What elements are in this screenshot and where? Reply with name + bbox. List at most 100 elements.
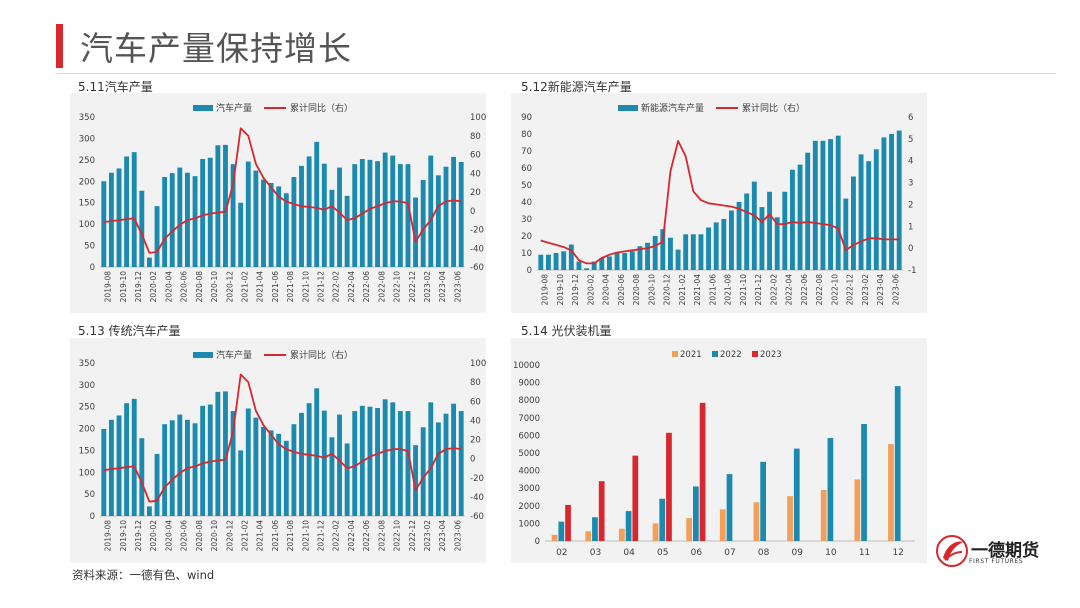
x-tick-label: 10: [825, 548, 837, 558]
bar: [291, 424, 297, 516]
legend-label-line: 累计同比（右）: [742, 102, 805, 114]
bar-2021: [888, 444, 894, 541]
bar: [545, 254, 551, 270]
bar: [405, 411, 411, 516]
bar: [820, 140, 826, 270]
x-tick-label: 2022-12: [846, 274, 855, 306]
chart-panel-auto: 0 50 100 150 200 250 300 350 -60 -40 -20 0 20 40 60 80 1…: [70, 93, 486, 313]
bar-2023: [699, 402, 706, 541]
bar: [896, 130, 902, 270]
bar: [713, 222, 719, 270]
legend-swatch-2021: [672, 351, 678, 357]
bar: [767, 191, 773, 270]
bar: [584, 268, 590, 270]
x-tick-label: 2023-04: [876, 274, 885, 306]
y-right-tick-label: 3: [908, 179, 913, 189]
bar: [606, 256, 612, 270]
x-tick-label: 2021-06: [271, 520, 280, 552]
y-right-tick-label: 60: [470, 397, 481, 407]
x-tick-label: 2019-08: [104, 520, 113, 552]
bar: [675, 249, 681, 270]
y-left-tick-label: 300: [79, 134, 95, 144]
x-tick-label: 2021-12: [317, 520, 326, 552]
y-left-tick-label: 20: [521, 232, 532, 242]
bar: [435, 175, 441, 267]
bar: [344, 443, 350, 516]
legend-swatch-2022: [712, 351, 718, 357]
x-tick-label: 2021-10: [301, 271, 310, 303]
bar: [329, 437, 335, 516]
bar: [101, 181, 107, 267]
bar: [367, 159, 373, 267]
y-tick-label: 9000: [518, 379, 540, 389]
bar: [382, 152, 388, 267]
bar: [390, 155, 396, 267]
logo-mark-icon: [936, 535, 968, 567]
cumulative-yoy-line: [540, 140, 900, 265]
bar: [683, 234, 689, 270]
bar: [736, 202, 742, 270]
y-left-tick-label: 350: [79, 359, 95, 369]
y-tick-label: 5000: [518, 449, 540, 459]
x-tick-label: 2022-02: [332, 520, 341, 552]
bar: [146, 257, 152, 267]
x-tick-label: 11: [859, 548, 870, 558]
y-left-tick-label: 250: [79, 156, 95, 166]
y-right-tick-label: 5: [908, 135, 913, 145]
bar: [751, 181, 757, 270]
bar: [261, 179, 266, 267]
y-tick-label: 1000: [518, 519, 540, 529]
x-tick-label: 06: [691, 548, 703, 558]
legend-label-line: 累计同比（右）: [290, 102, 353, 114]
y-right-tick-label: -60: [470, 512, 484, 522]
x-tick-label: 2019-08: [541, 274, 550, 306]
legend-swatch-bar: [193, 105, 213, 111]
bar: [622, 253, 628, 270]
bar: [652, 236, 658, 270]
x-tick-label: 2022-12: [408, 520, 417, 552]
bar: [728, 210, 734, 270]
title-accent-bar: [56, 24, 63, 68]
bar: [116, 168, 122, 267]
bar: [873, 149, 879, 270]
y-left-tick-label: 250: [79, 403, 95, 413]
bar: [131, 398, 137, 516]
x-tick-label: 2021-02: [240, 520, 249, 552]
legend-swatch-2023: [752, 351, 758, 357]
bar: [789, 169, 795, 270]
y-left-tick-label: 150: [79, 199, 95, 209]
y-tick-label: 10000: [513, 361, 540, 371]
bar: [858, 154, 864, 270]
y-right-tick-label: 0: [908, 244, 913, 254]
bar: [131, 152, 137, 267]
x-tick-label: 2023-06: [453, 271, 462, 303]
bar: [367, 406, 373, 516]
chart-title-auto: 5.11汽车产量: [78, 80, 153, 94]
bar: [390, 402, 396, 516]
bar: [108, 419, 114, 516]
bar: [866, 161, 872, 270]
cumulative-yoy-line: [103, 127, 462, 254]
bar: [375, 408, 380, 516]
x-tick-label: 2020-12: [663, 274, 672, 306]
x-tick-label: 2020-10: [647, 274, 656, 306]
y-left-tick-label: 90: [521, 113, 532, 123]
bar: [230, 164, 236, 267]
bar: [177, 414, 183, 516]
bar: [805, 152, 811, 270]
bar: [291, 177, 297, 267]
bar-2023: [565, 504, 571, 541]
bar: [154, 453, 160, 516]
x-tick-label: 2019-10: [556, 274, 565, 306]
bar: [458, 162, 464, 267]
x-tick-label: 2020-08: [195, 520, 204, 552]
bar-2022: [726, 474, 733, 541]
y-right-tick-label: 0: [470, 207, 475, 217]
bar: [245, 161, 251, 267]
y-right-tick-label: -60: [470, 263, 484, 273]
bar-2021: [619, 528, 625, 541]
x-tick-label: 2020-12: [225, 271, 234, 303]
bar: [139, 190, 145, 267]
y-left-tick-label: 50: [84, 490, 95, 500]
x-tick-label: 2023-04: [438, 520, 447, 552]
